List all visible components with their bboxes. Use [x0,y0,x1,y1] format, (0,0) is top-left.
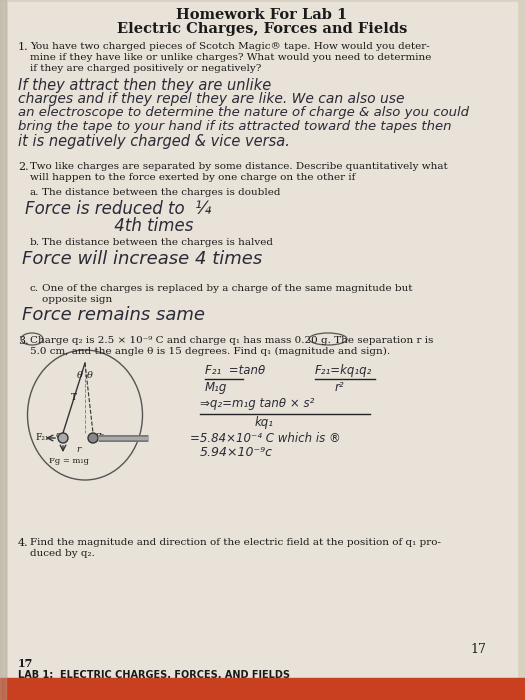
Text: Two like charges are separated by some distance. Describe quantitatively what: Two like charges are separated by some d… [30,162,448,171]
Text: F₂₁=kq₁q₂: F₂₁=kq₁q₂ [315,364,372,377]
Text: 5.94×10⁻⁹c: 5.94×10⁻⁹c [200,446,273,459]
Text: ⇒q₂=m₁g tanθ × s²: ⇒q₂=m₁g tanθ × s² [200,397,314,410]
Text: The distance between the charges is doubled: The distance between the charges is doub… [42,188,280,197]
Text: q₂: q₂ [95,431,104,440]
Text: charges and if they repel they are like. We can also use: charges and if they repel they are like.… [18,92,404,106]
Text: b.: b. [30,238,40,247]
Text: F₂₁: F₂₁ [35,433,48,442]
Circle shape [88,433,98,443]
Text: 3.: 3. [18,336,29,346]
Text: kq₁: kq₁ [255,416,274,429]
Text: 5.0 cm, and the angle θ is 15 degrees. Find q₁ (magnitude and sign).: 5.0 cm, and the angle θ is 15 degrees. F… [30,347,390,356]
Text: Force is reduced to  ¼: Force is reduced to ¼ [25,200,211,218]
Text: If they attract then they are unlike: If they attract then they are unlike [18,78,271,93]
Text: Find the magnitude and direction of the electric field at the position of q₁ pro: Find the magnitude and direction of the … [30,538,441,547]
Text: opposite sign: opposite sign [42,295,112,304]
Text: Electric Charges, Forces and Fields: Electric Charges, Forces and Fields [117,22,407,36]
Text: One of the charges is replaced by a charge of the same magnitude but: One of the charges is replaced by a char… [42,284,413,293]
Text: mine if they have like or unlike charges? What would you need to determine: mine if they have like or unlike charges… [30,53,432,62]
Text: =5.84×10⁻⁴ C which is ®: =5.84×10⁻⁴ C which is ® [190,432,341,445]
Text: bring the tape to your hand if its attracted toward the tapes then: bring the tape to your hand if its attra… [18,120,452,133]
Text: Homework For Lab 1: Homework For Lab 1 [176,8,348,22]
Text: 1.: 1. [18,42,29,52]
Text: Charge q₂ is 2.5 × 10⁻⁹ C and charge q₁ has mass 0.20 g. The separation r is: Charge q₂ is 2.5 × 10⁻⁹ C and charge q₁ … [30,336,433,345]
Text: T: T [71,393,77,402]
Text: Fɡ = m₁g: Fɡ = m₁g [49,457,89,465]
Text: r: r [76,445,80,454]
Text: Force remains same: Force remains same [22,306,205,324]
Circle shape [58,433,68,443]
Text: if they are charged positively or negatively?: if they are charged positively or negati… [30,64,261,73]
Text: an electroscope to determine the nature of charge & also you could: an electroscope to determine the nature … [18,106,469,119]
Text: will happen to the force exerted by one charge on the other if: will happen to the force exerted by one … [30,173,355,182]
Text: The distance between the charges is halved: The distance between the charges is halv… [42,238,273,247]
Text: 17: 17 [18,658,34,669]
Text: duced by q₂.: duced by q₂. [30,549,95,558]
Text: You have two charged pieces of Scotch Magic® tape. How would you deter-: You have two charged pieces of Scotch Ma… [30,42,430,51]
Text: LAB 1:  ELECTRIC CHARGES, FORCES, AND FIELDS: LAB 1: ELECTRIC CHARGES, FORCES, AND FIE… [18,670,290,680]
Text: it is negatively charged & vice versa.: it is negatively charged & vice versa. [18,134,290,149]
Text: 4th times: 4th times [25,217,193,235]
Text: 17: 17 [470,643,486,656]
Text: θ: θ [87,371,93,380]
Text: θ: θ [77,371,83,380]
Text: 2.: 2. [18,162,29,172]
Text: q₁: q₁ [55,431,64,440]
Text: c.: c. [30,284,39,293]
Text: Force will increase 4 times: Force will increase 4 times [22,250,262,268]
Text: 4.: 4. [18,538,29,548]
Bar [0,0,6,700]
Bar [0,678,525,700]
Text: M₁g: M₁g [205,381,227,394]
Text: a.: a. [30,188,39,197]
Text: r²: r² [335,381,344,394]
Text: F₂₁  =tanθ: F₂₁ =tanθ [205,364,265,377]
